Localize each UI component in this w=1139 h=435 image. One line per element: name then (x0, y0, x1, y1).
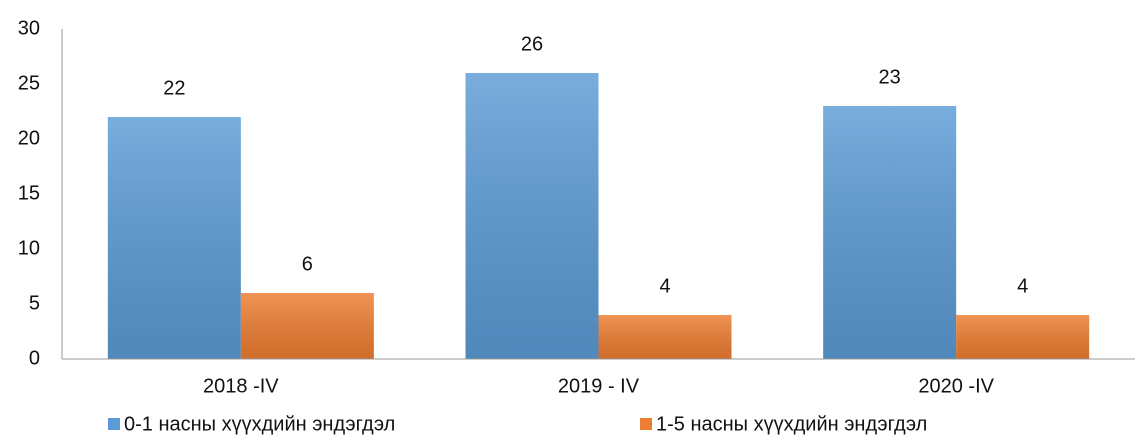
x-tick-label: 2019 - IV (558, 375, 640, 397)
bar (107, 117, 241, 359)
bar (823, 106, 957, 359)
legend-swatch (640, 418, 652, 430)
legend-swatch (108, 418, 120, 430)
value-label: 22 (163, 77, 185, 99)
value-label: 4 (659, 275, 670, 297)
y-tick-label: 0 (29, 347, 40, 369)
y-tick-label: 10 (18, 237, 40, 259)
bar (240, 293, 374, 359)
bar (598, 315, 732, 359)
y-tick-label: 20 (18, 127, 40, 149)
x-tick-label: 2018 -IV (203, 375, 279, 397)
value-label: 6 (302, 253, 313, 275)
y-tick-label: 5 (29, 292, 40, 314)
value-label: 26 (521, 33, 543, 55)
y-tick-label: 15 (18, 182, 40, 204)
legend-label: 0-1 насны хүүхдийн эндэгдэл (124, 413, 395, 435)
value-label: 23 (879, 66, 901, 88)
y-tick-label: 25 (18, 72, 40, 94)
bar (956, 315, 1090, 359)
x-tick-label: 2020 -IV (918, 375, 994, 397)
value-label: 4 (1017, 275, 1028, 297)
bar (465, 73, 599, 359)
y-tick-label: 30 (18, 17, 40, 39)
legend-label: 1-5 насны хүүхдийн эндэгдэл (656, 413, 927, 435)
